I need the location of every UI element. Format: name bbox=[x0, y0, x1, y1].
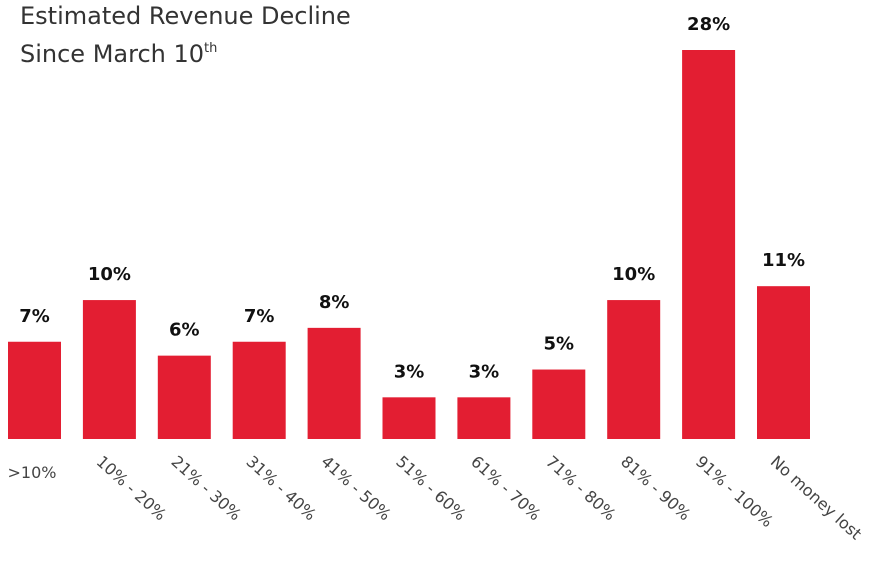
bar bbox=[232, 341, 286, 439]
bar bbox=[457, 397, 511, 439]
x-tick-label: 81% - 90% bbox=[617, 452, 694, 524]
x-tick-label: 10% - 20% bbox=[93, 452, 170, 524]
x-tick-label: >10% bbox=[8, 463, 57, 482]
value-label: 6% bbox=[169, 320, 200, 341]
x-tick-label: 51% - 60% bbox=[392, 452, 469, 524]
bar bbox=[157, 355, 211, 439]
x-tick-label: 41% - 50% bbox=[317, 452, 394, 524]
chart-title: Estimated Revenue Decline bbox=[20, 2, 351, 30]
x-tick-label: 61% - 70% bbox=[467, 452, 544, 524]
value-label: 3% bbox=[469, 361, 500, 382]
x-tick-label: No money lost bbox=[767, 452, 866, 543]
x-tick-label: 21% - 30% bbox=[168, 452, 245, 524]
value-label: 10% bbox=[612, 264, 655, 285]
bar bbox=[307, 327, 361, 439]
value-label: 3% bbox=[394, 361, 425, 382]
bar bbox=[757, 286, 810, 439]
chart-title: Since March 10th bbox=[20, 40, 217, 68]
bar bbox=[607, 300, 661, 439]
value-label: 5% bbox=[544, 334, 575, 355]
value-label: 10% bbox=[88, 264, 131, 285]
bar bbox=[382, 397, 436, 439]
value-label: 7% bbox=[244, 306, 275, 327]
chart-title-superscript: th bbox=[204, 41, 217, 56]
value-label: 7% bbox=[19, 306, 50, 327]
bar bbox=[82, 300, 136, 439]
x-tick-label: 71% - 80% bbox=[542, 452, 619, 524]
bar bbox=[532, 369, 586, 439]
bar bbox=[682, 50, 736, 439]
value-label: 8% bbox=[319, 292, 350, 313]
x-tick-label: 91% - 100% bbox=[692, 452, 777, 531]
chart-title-line: Since March 10 bbox=[20, 40, 204, 68]
bar bbox=[8, 341, 61, 439]
x-tick-label: 31% - 40% bbox=[243, 452, 320, 524]
value-label: 28% bbox=[687, 14, 730, 35]
value-label: 11% bbox=[762, 250, 805, 271]
